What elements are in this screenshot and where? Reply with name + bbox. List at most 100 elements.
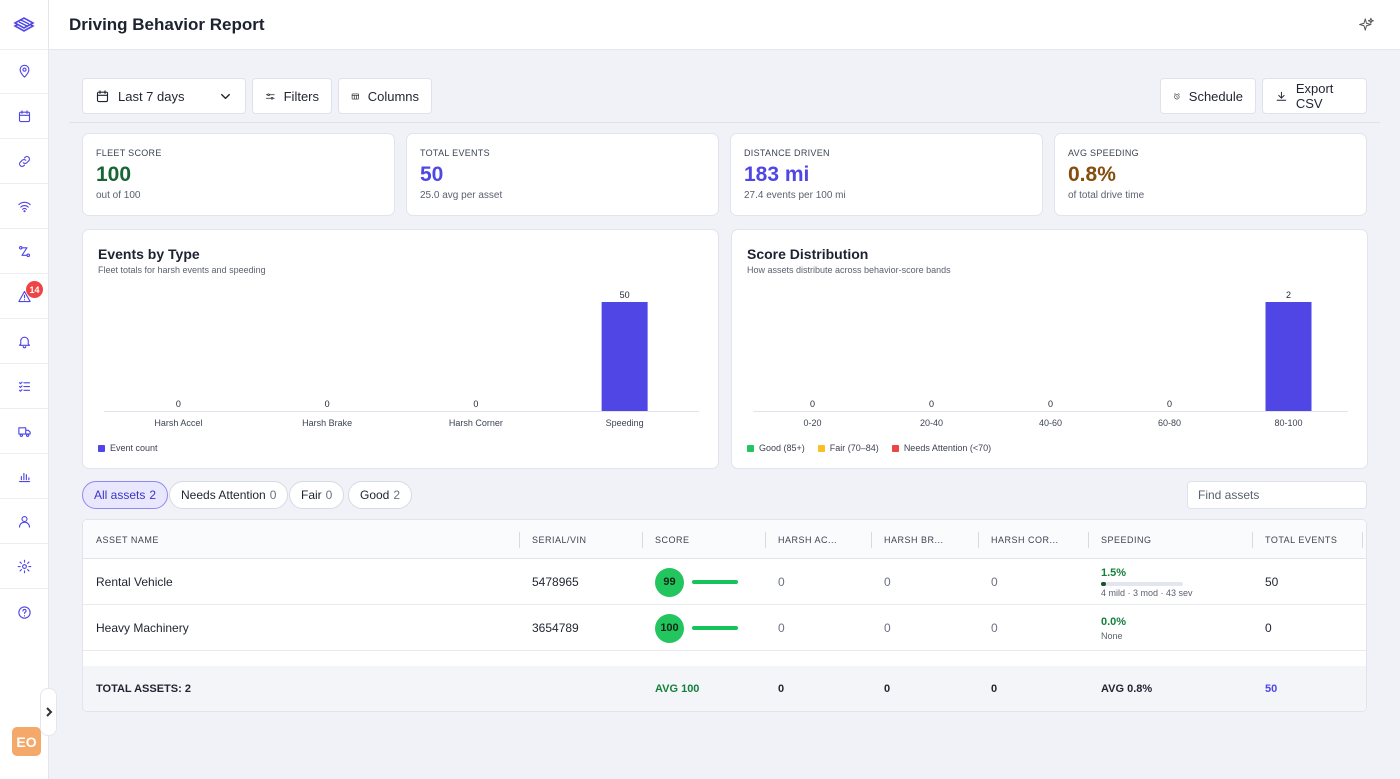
kpi-sub: out of 100 [96,190,141,201]
harsh-corner-value: 0 [991,621,998,635]
map-pin-icon [19,64,29,78]
column-header-asset-name[interactable]: ASSET NAME [96,534,159,545]
x-tick-label: 40-60 [1039,418,1062,428]
filter-pill-good[interactable]: Good 2 [348,481,413,509]
data-label: 0 [176,399,181,409]
user-icon [18,515,30,528]
legend-item: Event count [98,443,158,453]
kpi-label: DISTANCE DRIVEN [744,148,830,158]
nav-alerts[interactable]: 14 [0,275,48,319]
x-tick-label: 20-40 [920,418,943,428]
x-tick-label: 80-100 [1274,418,1302,428]
asset-name[interactable]: Rental Vehicle [96,575,173,589]
asset-score: 99 [655,559,738,605]
column-header-harsh-brake[interactable]: HARSH BR... [884,534,944,545]
columns-icon [351,93,359,99]
sidebar-collapse-button[interactable] [40,688,57,736]
column-divider[interactable] [519,532,520,548]
export-csv-button[interactable]: Export CSV [1262,78,1367,114]
speeding-percent: 1.5% [1101,566,1127,579]
pill-count: 0 [269,488,277,502]
column-divider[interactable] [642,532,643,548]
column-header-score[interactable]: SCORE [655,534,690,545]
data-label: 0 [1167,399,1172,409]
column-header-harsh-accel[interactable]: HARSH AC... [778,534,838,545]
column-divider[interactable] [1252,532,1253,548]
filter-pill-fair[interactable]: Fair 0 [289,481,345,509]
toolbar-divider [69,122,1380,123]
asset-score: 100 [655,605,738,651]
bar-80-100[interactable] [1265,302,1312,411]
data-label: 2 [1286,290,1291,300]
columns-button[interactable]: Columns [338,78,432,114]
speeding-detail: None [1101,630,1123,641]
legend-swatch [817,444,825,452]
column-divider[interactable] [1088,532,1089,548]
legend-item: Fair (70–84) [817,443,879,453]
column-divider[interactable] [1362,532,1363,548]
speeding-cell: 1.5% 4 mild · 3 mod · 43 sev [1101,559,1193,605]
filter-pill-needs-attention[interactable]: Needs Attention 0 [169,481,289,509]
filters-button[interactable]: Filters [252,78,332,114]
table-footer: TOTAL ASSETS: 2 AVG 100 0 0 0 AVG 0.8% 5… [83,666,1366,711]
chevron-down-icon [221,93,230,99]
kpi-total-events: TOTAL EVENTS 50 25.0 avg per asset [406,133,719,216]
sliders-icon [265,92,275,100]
date-range-select[interactable]: Last 7 days [82,78,246,114]
nav-users[interactable] [0,500,48,544]
column-divider[interactable] [765,532,766,548]
harsh-accel-value: 0 [778,621,785,635]
legend-label: Good (85+) [759,443,805,453]
nav-help[interactable] [0,590,48,634]
nav-tasks[interactable] [0,365,48,409]
column-header-serial[interactable]: SERIAL/VIN [532,534,587,545]
kpi-value: 183 mi [744,163,810,186]
nav-connectivity[interactable] [0,185,48,229]
chart-subtitle: How assets distribute across behavior-sc… [747,265,951,275]
app-logo[interactable] [0,0,48,50]
legend-swatch [98,444,105,452]
filter-pill-all[interactable]: All assets 2 [82,481,169,509]
footer-avg-score: AVG 100 [655,683,700,695]
table-row[interactable]: Heavy Machinery 3654789 100 0 0 0 0.0% N… [83,605,1366,651]
sparkle-icon[interactable] [1359,17,1374,32]
alerts-badge: 14 [26,281,43,298]
table-row[interactable]: Rental Vehicle 5478965 99 0 0 0 1.5% 4 m… [83,559,1366,605]
nav-notifications[interactable] [0,320,48,364]
column-header-total-events[interactable]: TOTAL EVENTS [1265,534,1338,545]
column-divider[interactable] [978,532,979,548]
speeding-track [1101,581,1183,586]
find-assets-input[interactable] [1187,481,1367,509]
x-tick-label: 0-20 [803,418,821,428]
nav-settings[interactable] [0,545,48,589]
asset-name[interactable]: Heavy Machinery [96,621,189,635]
footer-total-events: 50 [1265,683,1278,695]
chart-legend: Good (85+) Fair (70–84) Needs Attention (<… [747,443,991,453]
column-header-harsh-corner[interactable]: HARSH COR... [991,534,1059,545]
score-badge: 99 [655,567,684,597]
pill-label: Fair [301,488,322,502]
speeding-detail: 4 mild · 3 mod · 43 sev [1101,587,1193,598]
nav-vehicles[interactable] [0,410,48,454]
kpi-value: 50 [420,163,444,186]
kpi-value: 0.8% [1068,163,1116,186]
nav-reports[interactable] [0,455,48,499]
nav-calendar[interactable] [0,95,48,139]
nav-locations[interactable] [0,50,48,94]
kpi-sub: 27.4 events per 100 mi [744,190,846,201]
column-divider[interactable] [871,532,872,548]
legend-item: Needs Attention (<70) [891,443,991,453]
harsh-corner-value: 0 [991,575,998,589]
user-avatar[interactable]: EO [12,727,41,756]
nav-routes[interactable] [0,230,48,274]
x-tick-label: Harsh Corner [449,418,503,428]
chart-legend: Event count [98,443,158,453]
logo-icon [13,16,35,32]
date-range-value: Last 7 days [118,88,185,104]
bar-speeding[interactable] [601,302,648,411]
nav-links[interactable] [0,140,48,184]
footer-total-assets: TOTAL ASSETS: 2 [96,683,191,695]
schedule-button[interactable]: Schedule [1160,78,1256,114]
assets-table: ASSET NAME SERIAL/VIN SCORE HARSH AC... … [82,519,1367,712]
column-header-speeding[interactable]: SPEEDING [1101,534,1152,545]
